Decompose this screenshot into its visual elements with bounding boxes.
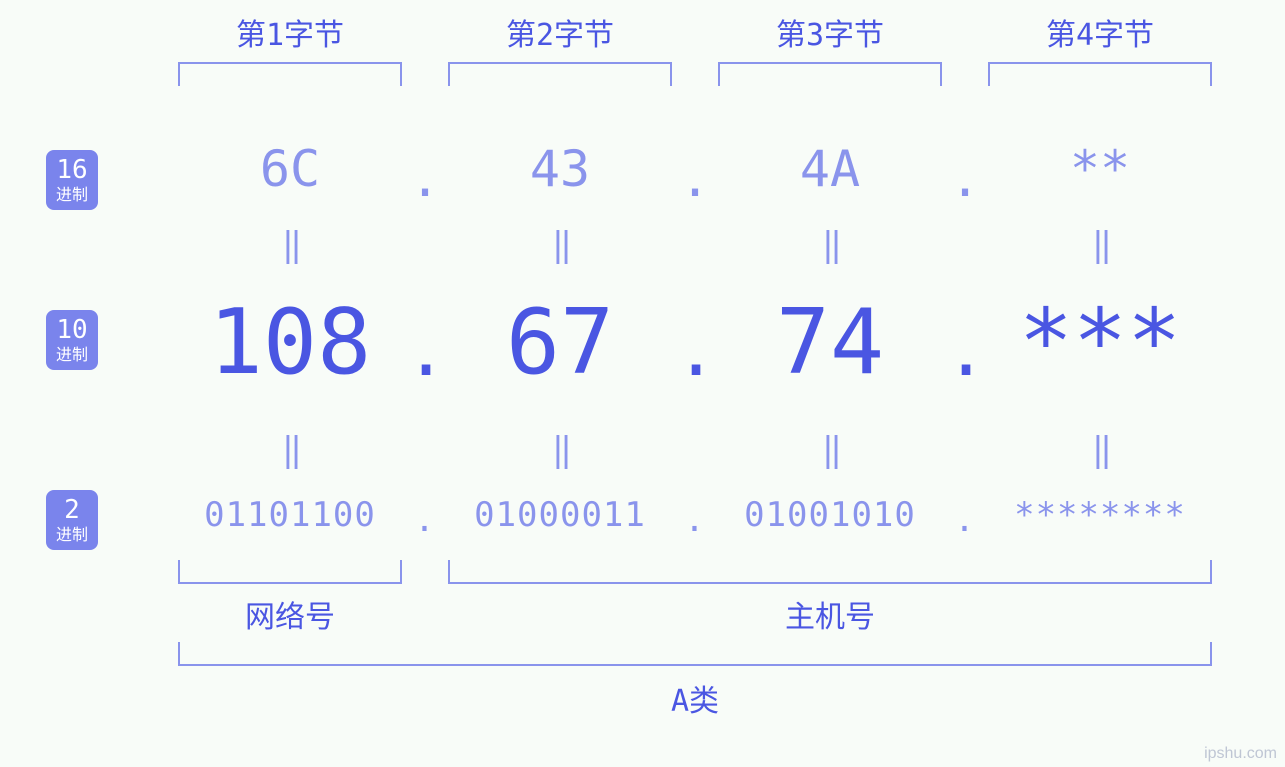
dec-byte-1: 108 — [155, 290, 425, 395]
hex-byte-4: ** — [965, 140, 1235, 198]
badge-dec-suffix: 进制 — [56, 347, 88, 363]
badge-bin-suffix: 进制 — [56, 527, 88, 543]
bin-byte-2: 01000011 — [425, 495, 695, 535]
watermark: ipshu.com — [1204, 745, 1277, 763]
byte-header-2: 第2字节 — [425, 10, 695, 54]
hex-dot-1: . — [405, 150, 445, 208]
eq-hex-dec-2: ‖ — [425, 225, 695, 265]
dec-dot-2: . — [675, 310, 715, 392]
host-bracket — [448, 560, 1212, 584]
bin-byte-3: 01001010 — [695, 495, 965, 535]
eq-dec-bin-4: ‖ — [965, 430, 1235, 470]
host-label: 主机号 — [448, 592, 1212, 636]
byte-header-3: 第3字节 — [695, 10, 965, 54]
hex-dot-2: . — [675, 150, 715, 208]
byte-header-4: 第4字节 — [965, 10, 1235, 54]
hex-byte-2: 43 — [425, 140, 695, 198]
dec-byte-3: 74 — [695, 290, 965, 395]
bin-dot-2: . — [675, 500, 715, 540]
class-bracket — [178, 642, 1212, 666]
top-bracket-4 — [988, 62, 1212, 86]
hex-byte-3: 4A — [695, 140, 965, 198]
eq-hex-dec-3: ‖ — [695, 225, 965, 265]
class-label: A类 — [178, 676, 1212, 720]
badge-bin: 2 进制 — [46, 490, 98, 550]
badge-dec: 10 进制 — [46, 310, 98, 370]
network-label: 网络号 — [155, 592, 425, 636]
badge-hex-suffix: 进制 — [56, 187, 88, 203]
badge-dec-num: 10 — [56, 317, 87, 343]
top-bracket-3 — [718, 62, 942, 86]
eq-dec-bin-1: ‖ — [155, 430, 425, 470]
bin-dot-3: . — [945, 500, 985, 540]
eq-dec-bin-2: ‖ — [425, 430, 695, 470]
top-bracket-1 — [178, 62, 402, 86]
badge-hex: 16 进制 — [46, 150, 98, 210]
dec-byte-2: 67 — [425, 290, 695, 395]
hex-byte-1: 6C — [155, 140, 425, 198]
dec-byte-4: *** — [965, 290, 1235, 395]
dec-dot-1: . — [405, 310, 445, 392]
eq-hex-dec-4: ‖ — [965, 225, 1235, 265]
eq-dec-bin-3: ‖ — [695, 430, 965, 470]
dec-dot-3: . — [945, 310, 985, 392]
hex-dot-3: . — [945, 150, 985, 208]
bin-byte-4: ******** — [965, 495, 1235, 535]
eq-hex-dec-1: ‖ — [155, 225, 425, 265]
top-bracket-2 — [448, 62, 672, 86]
network-bracket — [178, 560, 402, 584]
badge-bin-num: 2 — [64, 497, 80, 523]
bin-byte-1: 01101100 — [155, 495, 425, 535]
bin-dot-1: . — [405, 500, 445, 540]
byte-header-1: 第1字节 — [155, 10, 425, 54]
badge-hex-num: 16 — [56, 157, 87, 183]
